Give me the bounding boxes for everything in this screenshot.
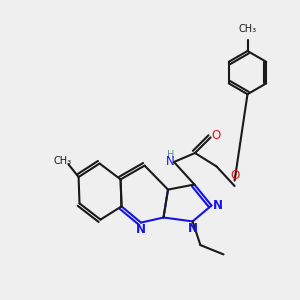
Text: O: O (230, 169, 239, 182)
Text: N: N (166, 155, 175, 168)
Text: N: N (135, 223, 146, 236)
Text: CH₃: CH₃ (238, 25, 256, 34)
Text: N: N (188, 221, 198, 235)
Text: CH₃: CH₃ (54, 155, 72, 166)
Text: H: H (167, 150, 174, 161)
Text: N: N (213, 199, 223, 212)
Text: O: O (212, 129, 220, 142)
